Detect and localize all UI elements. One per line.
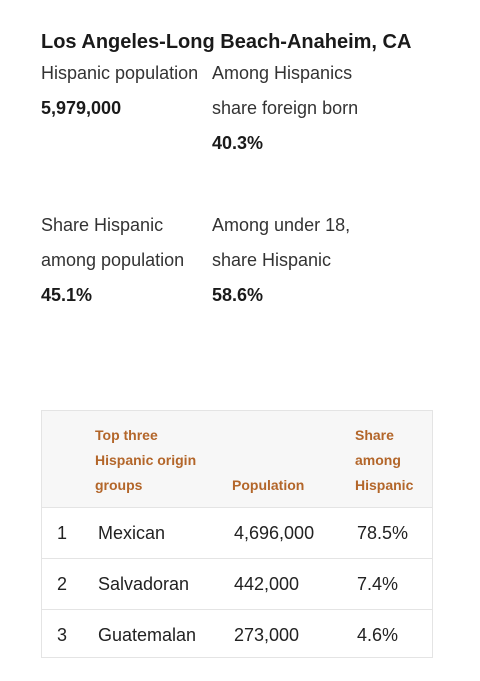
stat-label: Share Hispanic among population <box>41 215 185 270</box>
stat-foreign-born-share: Among Hispanics share foreign born 40.3% <box>212 56 397 161</box>
stat-label: Among Hispanics share foreign born <box>212 63 359 118</box>
stat-hispanic-population: Hispanic population 5,979,000 <box>41 56 206 126</box>
origin-groups-table: Top three Hispanic origin groups Populat… <box>41 410 433 658</box>
stat-label: Among under 18, share Hispanic <box>212 215 351 270</box>
row-share: 78.5% <box>357 523 409 543</box>
row-rank: 2 <box>57 574 68 594</box>
stat-value: 40.3% <box>212 133 264 153</box>
stat-under-18-share: Among under 18, share Hispanic 58.6% <box>212 208 397 313</box>
row-origin-group: Salvadoran <box>98 574 190 594</box>
header-share: Share among Hispanic <box>355 427 414 493</box>
row-rank: 1 <box>57 523 68 543</box>
row-origin-group: Guatemalan <box>98 625 197 645</box>
stat-value: 45.1% <box>41 285 93 305</box>
table-row: 3 Guatemalan 273,000 4.6% <box>42 610 432 660</box>
stat-value: 5,979,000 <box>41 98 122 118</box>
row-population: 273,000 <box>234 625 300 645</box>
stats-grid: Hispanic population 5,979,000 Among Hisp… <box>41 56 441 366</box>
stat-label: Hispanic population <box>41 63 199 83</box>
row-population: 4,696,000 <box>234 523 315 543</box>
header-origin-groups: Top three Hispanic origin groups <box>95 427 197 493</box>
stat-value: 58.6% <box>212 285 264 305</box>
metro-profile: Los Angeles-Long Beach-Anaheim, CA Hispa… <box>41 28 441 366</box>
page-title: Los Angeles-Long Beach-Anaheim, CA <box>41 31 412 53</box>
header-population: Population <box>232 477 305 493</box>
row-share: 7.4% <box>357 574 399 594</box>
table-row: 1 Mexican 4,696,000 78.5% <box>42 508 432 559</box>
row-share: 4.6% <box>357 625 399 645</box>
table-row: 2 Salvadoran 442,000 7.4% <box>42 559 432 610</box>
row-rank: 3 <box>57 625 68 645</box>
stat-hispanic-share: Share Hispanic among population 45.1% <box>41 208 206 313</box>
row-origin-group: Mexican <box>98 523 166 543</box>
table-header: Top three Hispanic origin groups Populat… <box>42 411 432 508</box>
row-population: 442,000 <box>234 574 300 594</box>
